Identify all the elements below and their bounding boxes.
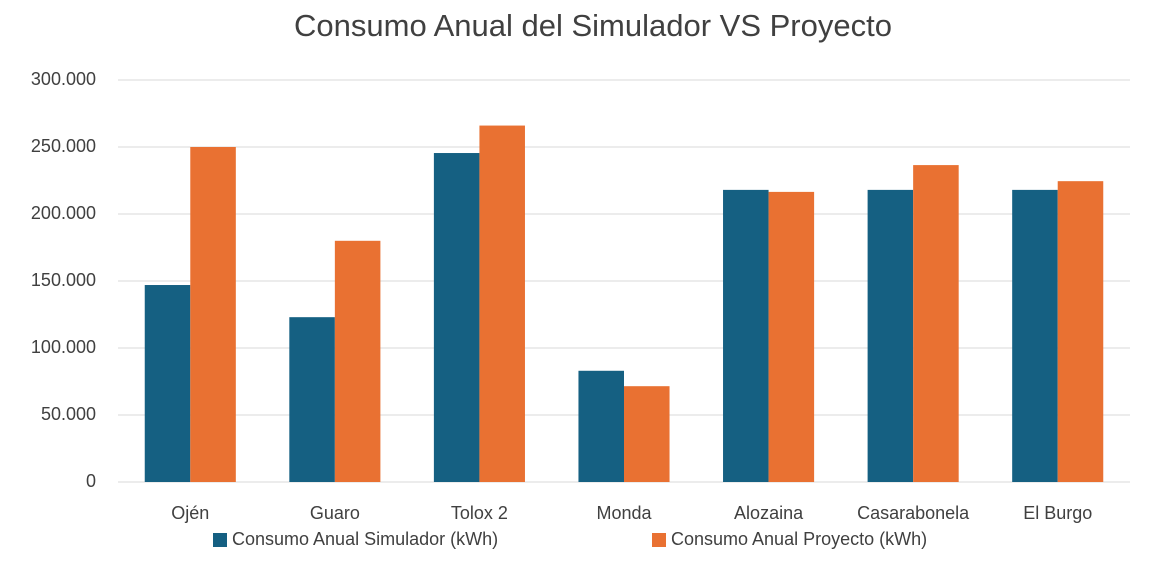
y-tick-label: 300.000: [31, 69, 96, 89]
bar: [578, 370, 624, 482]
y-tick-label: 100.000: [31, 337, 96, 357]
x-tick-label: Alozaina: [734, 503, 804, 523]
bar: [723, 189, 769, 482]
bar: [479, 125, 525, 482]
legend-label: Consumo Anual Simulador (kWh): [232, 529, 498, 549]
bar: [1012, 189, 1058, 482]
bar: [190, 147, 236, 482]
bar: [334, 240, 381, 482]
y-tick-label: 250.000: [31, 136, 96, 156]
bar: [433, 153, 480, 482]
x-tick-label: Monda: [596, 503, 652, 523]
legend-label: Consumo Anual Proyecto (kWh): [671, 529, 927, 549]
x-tick-label: El Burgo: [1023, 503, 1092, 523]
bar: [867, 189, 914, 482]
bar: [768, 191, 815, 482]
legend-swatch: [652, 533, 666, 547]
bar: [913, 165, 959, 482]
bar: [144, 285, 191, 482]
y-tick-label: 200.000: [31, 203, 96, 223]
x-tick-label: Guaro: [310, 503, 360, 523]
bar: [289, 317, 335, 482]
x-tick-label: Ojén: [171, 503, 209, 523]
y-tick-label: 0: [86, 471, 96, 491]
bar: [624, 386, 670, 482]
y-tick-label: 150.000: [31, 270, 96, 290]
chart-title: Consumo Anual del Simulador VS Proyecto: [294, 8, 892, 43]
y-tick-label: 50.000: [41, 404, 96, 424]
legend-swatch: [213, 533, 227, 547]
bar: [1057, 181, 1104, 483]
x-tick-label: Tolox 2: [451, 503, 508, 523]
x-tick-label: Casarabonela: [857, 503, 970, 523]
